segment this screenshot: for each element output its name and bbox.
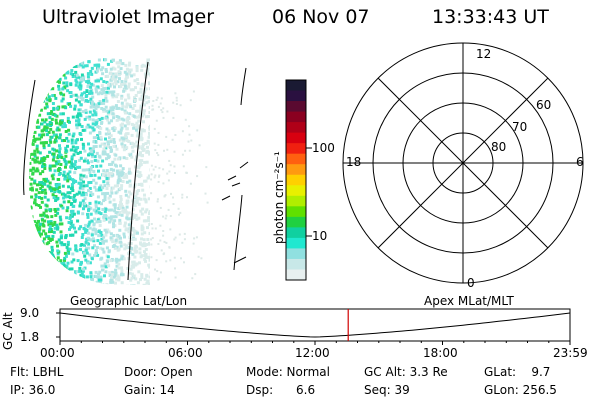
timeline-xtick-4: 23:59	[553, 346, 588, 360]
info-flt: Flt: LBHL	[10, 365, 64, 379]
colorbar-segment	[286, 206, 306, 218]
mlt-label-0: 0	[467, 276, 475, 290]
colorbar	[285, 79, 312, 281]
info-gain: Gain: 14	[124, 383, 175, 397]
info-glat: GLat: 9.7	[484, 365, 551, 379]
colorbar-segment	[286, 164, 306, 176]
colorbar-segment	[286, 216, 306, 228]
timeline-ytick-bottom: 1.8	[20, 330, 40, 344]
timeline-left-title: Geographic Lat/Lon	[70, 294, 188, 308]
colorbar-tick-100: 100	[312, 141, 335, 155]
colorbar-segment	[286, 174, 306, 186]
lat-label-70: 70	[512, 120, 528, 134]
timeline-right-title: Apex MLat/MLT	[424, 294, 514, 308]
timeline-xtick-0: 00:00	[40, 346, 75, 360]
lat-label-60: 60	[536, 98, 552, 112]
info-mode: Mode: Normal	[246, 365, 330, 379]
info-seq: Seq: 39	[364, 383, 410, 397]
mlt-label-18: 18	[346, 155, 362, 169]
colorbar-segment	[286, 111, 306, 123]
colorbar-segment	[286, 101, 306, 113]
time-label: 13:33:43 UT	[432, 6, 549, 28]
altitude-timeline	[56, 308, 571, 345]
colorbar-segment	[286, 80, 306, 92]
mlt-label-12: 12	[476, 47, 492, 61]
info-glon: GLon: 256.5	[484, 383, 557, 397]
mlt-label-6: 6	[576, 155, 584, 169]
colorbar-tick-10: 10	[312, 229, 328, 243]
colorbar-segment	[286, 132, 306, 144]
info-gc-alt: GC Alt: 3.3 Re	[364, 365, 448, 379]
colorbar-segment	[286, 248, 306, 260]
colorbar-segment	[286, 153, 306, 165]
lat-label-80: 80	[491, 140, 507, 154]
polar-mlt-plot	[342, 42, 584, 284]
timeline-ylabel: GC Alt	[1, 312, 15, 350]
timeline-xtick-2: 12:00	[295, 346, 330, 360]
colorbar-segment	[286, 237, 306, 249]
info-ip: IP: 36.0	[10, 383, 56, 397]
colorbar-segment	[286, 143, 306, 155]
timeline-ytick-top: 9.0	[20, 306, 40, 320]
colorbar-segment	[286, 227, 306, 239]
colorbar-segment	[286, 185, 306, 197]
timeline-xtick-3: 18:00	[423, 346, 458, 360]
colorbar-segment	[286, 90, 306, 102]
colorbar-segment	[286, 195, 306, 207]
instrument-title: Ultraviolet Imager	[42, 6, 215, 28]
info-door: Door: Open	[124, 365, 193, 379]
colorbar-segment	[286, 122, 306, 134]
info-dsp: Dsp: 6.6	[246, 383, 316, 397]
timeline-xtick-1: 06:00	[168, 346, 203, 360]
colorbar-segment	[286, 269, 306, 281]
date-label: 06 Nov 07	[272, 6, 370, 28]
colorbar-segment	[286, 258, 306, 270]
colorbar-unit-label: photon cm⁻²s⁻¹	[272, 151, 286, 244]
uv-image	[23, 58, 249, 285]
